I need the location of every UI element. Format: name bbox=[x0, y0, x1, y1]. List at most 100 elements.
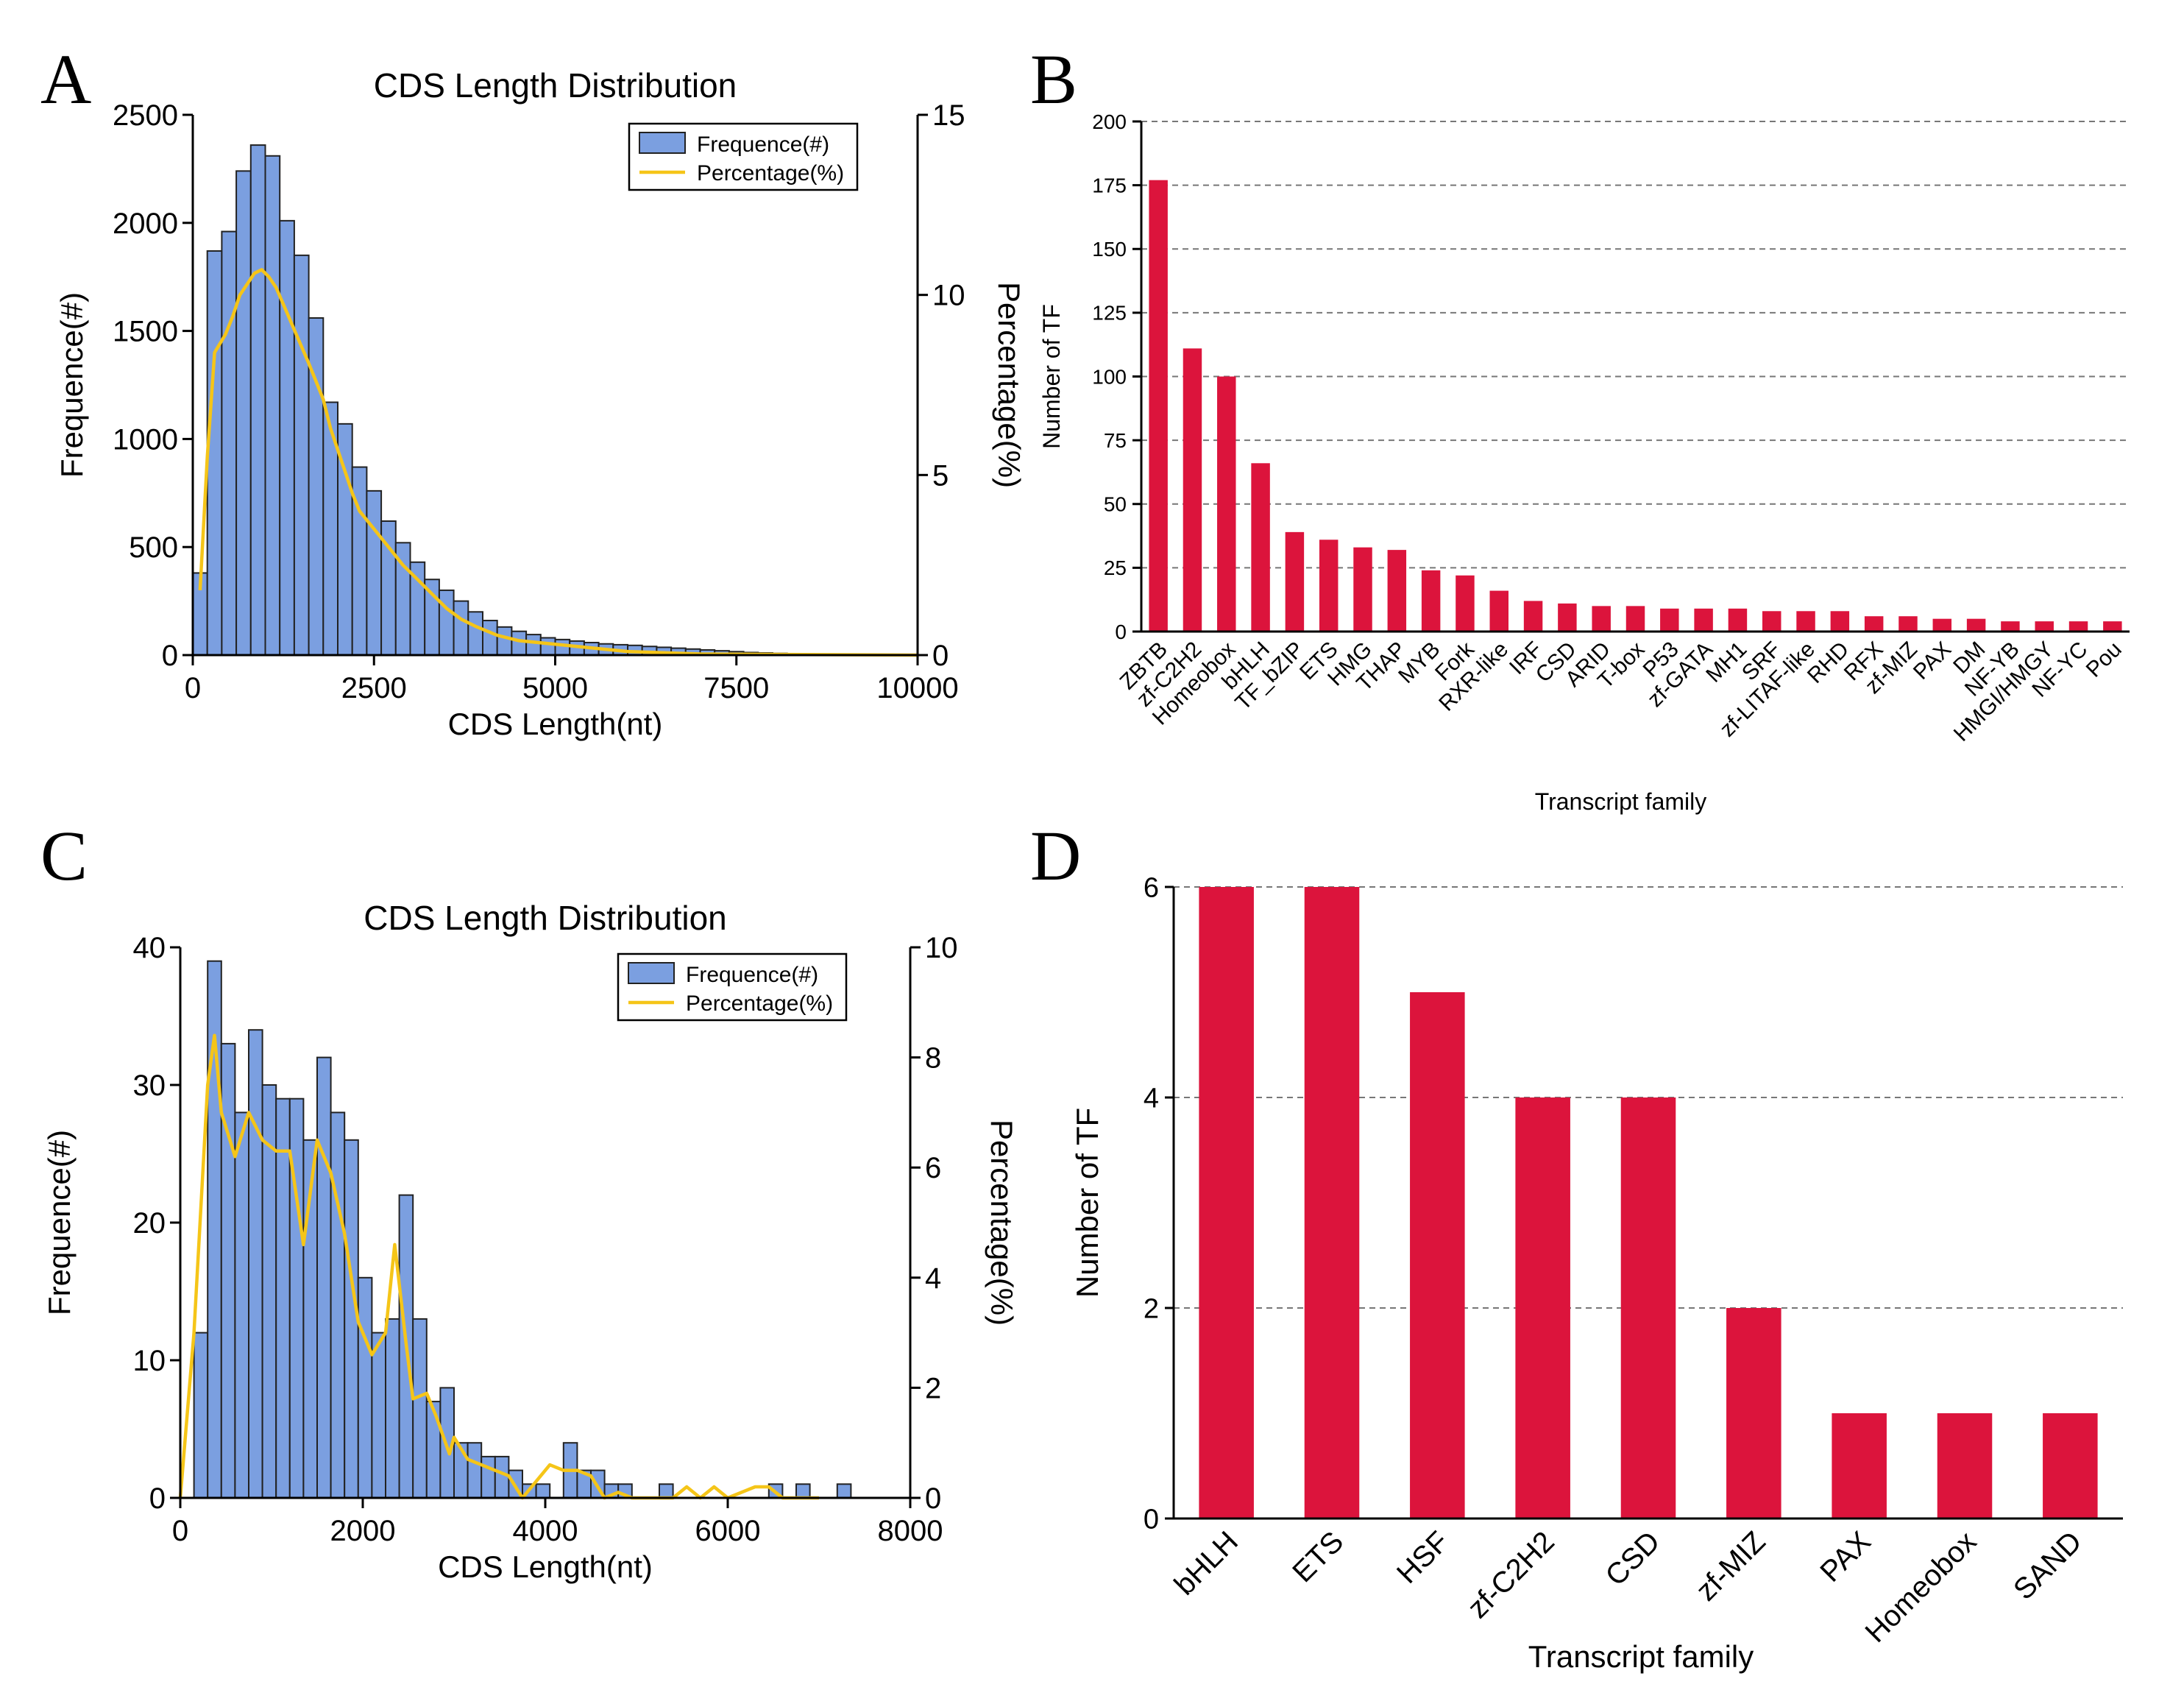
bar bbox=[1830, 611, 1850, 632]
x-axis-label: CDS Length(nt) bbox=[438, 1549, 653, 1584]
histogram-bar bbox=[836, 1483, 852, 1499]
legend-bar-swatch bbox=[639, 132, 686, 154]
legend-line-label: Percentage(%) bbox=[697, 161, 844, 185]
histogram-bar bbox=[193, 1332, 209, 1499]
bar bbox=[1515, 1097, 1570, 1518]
histogram-bar bbox=[525, 634, 542, 656]
histogram-bar bbox=[366, 489, 383, 657]
bar bbox=[1304, 887, 1360, 1518]
y-tick-label: 25 bbox=[1104, 556, 1127, 579]
bar bbox=[1796, 611, 1815, 632]
legend-line-label: Percentage(%) bbox=[686, 991, 833, 1016]
bar bbox=[1183, 348, 1202, 632]
x-tick-label: 4000 bbox=[513, 1515, 578, 1547]
bar bbox=[1660, 608, 1679, 632]
x-tick-label: 2000 bbox=[330, 1515, 396, 1547]
histogram-bar bbox=[539, 637, 556, 657]
histogram-bar bbox=[234, 1111, 249, 1499]
x-tick-label: 10000 bbox=[876, 672, 958, 704]
x-axis-label: Transcript family bbox=[1528, 1639, 1754, 1674]
category-label: CSD bbox=[1600, 1525, 1667, 1592]
bar bbox=[1251, 463, 1270, 632]
histogram-bar bbox=[482, 620, 498, 656]
legend-bar-swatch bbox=[628, 962, 675, 984]
histogram-bar bbox=[453, 600, 469, 656]
y-tick-label: 50 bbox=[1104, 493, 1127, 516]
histogram-bar bbox=[275, 1097, 291, 1499]
bar bbox=[1319, 540, 1339, 632]
bar bbox=[1387, 550, 1407, 632]
histogram-bar bbox=[535, 1483, 551, 1499]
bar bbox=[1421, 570, 1441, 632]
bar bbox=[1726, 1308, 1781, 1518]
histogram-bar bbox=[371, 1332, 386, 1499]
y-tick-label: 0 bbox=[1115, 621, 1127, 643]
category-label: SAND bbox=[2007, 1525, 2088, 1606]
panel-d: 0 2 4 6 bHLH ETS HSF zf-C2H2 CSD zf-MIZ PAXHomeobo… bbox=[1070, 872, 2123, 1674]
histogram-bar bbox=[206, 250, 223, 656]
y-tick-label: 175 bbox=[1092, 174, 1127, 197]
y2-tick-label: 5 bbox=[932, 459, 949, 492]
histogram-bar bbox=[795, 1483, 811, 1499]
y-tick-label: 100 bbox=[1092, 365, 1127, 388]
y-tick-label: 10 bbox=[133, 1345, 166, 1377]
y-tick-label: 2500 bbox=[113, 99, 178, 132]
y2-tick-label: 8 bbox=[925, 1042, 941, 1075]
bar bbox=[1625, 606, 1645, 632]
panel-label-b: B bbox=[1030, 40, 1077, 119]
y-tick-label: 150 bbox=[1092, 238, 1127, 261]
bar bbox=[1620, 1097, 1676, 1518]
histogram-bar bbox=[425, 1401, 442, 1499]
histogram-bar bbox=[248, 1029, 263, 1499]
panel-label-c: C bbox=[40, 816, 88, 895]
legend-bar-label: Frequence(#) bbox=[697, 132, 829, 157]
bar bbox=[1149, 180, 1168, 632]
bar bbox=[1864, 616, 1884, 632]
bar bbox=[1898, 616, 1918, 632]
histogram-bar bbox=[467, 611, 483, 657]
panel-label-a: A bbox=[40, 40, 91, 119]
legend-bar-label: Frequence(#) bbox=[686, 963, 818, 987]
histogram-bar bbox=[385, 1318, 400, 1499]
category-label: zf-C2H2 bbox=[1461, 1525, 1561, 1624]
category-label: Pou bbox=[2082, 637, 2127, 682]
bar bbox=[1410, 992, 1465, 1518]
category-label: HSF bbox=[1391, 1525, 1456, 1590]
histogram-bar bbox=[316, 1056, 332, 1499]
histogram-bar bbox=[467, 1442, 483, 1499]
histogram-bar bbox=[264, 155, 281, 656]
bar bbox=[1762, 611, 1781, 632]
bar bbox=[1353, 547, 1372, 632]
bar bbox=[1558, 603, 1577, 632]
y-tick-label: 4 bbox=[1144, 1083, 1159, 1114]
chart-title: CDS Length Distribution bbox=[374, 66, 737, 105]
y-axis-label: Frequence(#) bbox=[54, 292, 89, 478]
category-label: zf-MIZ bbox=[1690, 1525, 1771, 1607]
y-axis-label: Frequence(#) bbox=[42, 1130, 77, 1315]
bar bbox=[1523, 601, 1543, 632]
y-axis-label: Number of TF bbox=[1070, 1108, 1105, 1298]
bar bbox=[2001, 621, 2020, 632]
y2-tick-label: 15 bbox=[932, 99, 965, 132]
bar bbox=[1592, 606, 1611, 632]
y-axis-label: Number of TF bbox=[1038, 304, 1065, 449]
y-tick-label: 0 bbox=[149, 1482, 166, 1515]
y-tick-label: 500 bbox=[129, 531, 178, 564]
histogram-bar bbox=[659, 1483, 674, 1499]
x-tick-label: 7500 bbox=[703, 672, 769, 704]
category-label: bHLH bbox=[1169, 1525, 1244, 1601]
histogram-bar bbox=[554, 638, 571, 656]
bar bbox=[1199, 887, 1254, 1518]
histogram-bar bbox=[221, 230, 238, 656]
bar bbox=[2035, 621, 2054, 632]
y-tick-label: 125 bbox=[1092, 302, 1127, 325]
x-axis-label: Transcript family bbox=[1535, 788, 1707, 815]
x-tick-label: 0 bbox=[185, 672, 201, 704]
histogram-bar bbox=[293, 254, 310, 656]
histogram-bar bbox=[249, 144, 266, 656]
category-label: ETS bbox=[1286, 1525, 1350, 1588]
bar bbox=[1285, 531, 1305, 632]
category-label: Homeobox bbox=[1859, 1525, 1982, 1649]
